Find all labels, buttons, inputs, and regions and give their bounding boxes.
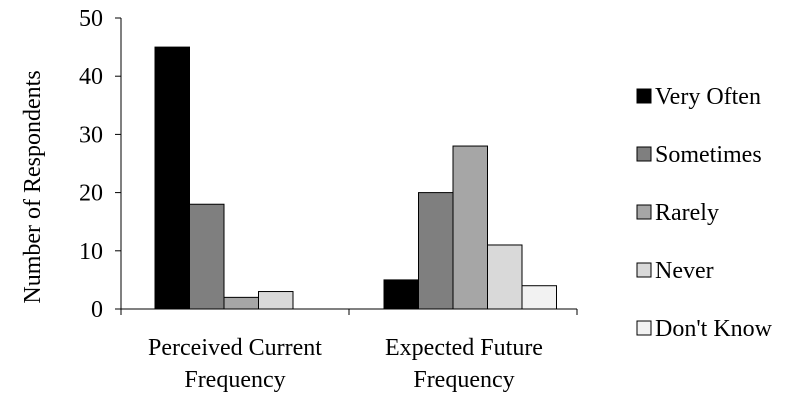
bar-very-often-0: [154, 46, 190, 310]
legend-swatch-don-t-know: [636, 320, 652, 336]
y-axis-title: Number of Respondents: [20, 70, 46, 303]
y-tick-label-20: 20: [79, 181, 103, 207]
bar-don-t-know-1: [521, 285, 557, 310]
legend-swatch-never: [636, 262, 652, 278]
legend-swatch-very-often: [636, 88, 652, 104]
legend-label-rarely: Rarely: [655, 200, 719, 226]
y-tick-label-40: 40: [79, 64, 103, 90]
axes-layer: 0 10 20 30 40 50 Perceived Current Frequency Exp…: [79, 6, 578, 393]
category-label-0-line-1: Frequency: [184, 367, 285, 393]
legend-label-sometimes: Sometimes: [655, 142, 762, 168]
category-label-1-line-0: Expected Future: [385, 335, 543, 361]
y-tick-label-10: 10: [79, 239, 103, 265]
bars-layer: [154, 46, 557, 310]
legend-label-very-often: Very Often: [655, 84, 761, 110]
y-tick-label-50: 50: [79, 6, 103, 32]
legend-label-never: Never: [655, 258, 714, 284]
bar-rarely-1: [452, 145, 488, 310]
category-label-0-line-0: Perceived Current: [148, 335, 322, 361]
category-label-1-line-1: Frequency: [413, 367, 514, 393]
legend: Very Often Sometimes Rarely Never Don't Know: [636, 84, 773, 342]
bar-never-1: [487, 244, 523, 310]
bar-sometimes-0: [189, 203, 225, 310]
bar-never-0: [258, 291, 294, 310]
bar-very-often-1: [383, 279, 419, 310]
y-tick-label-0: 0: [91, 297, 103, 323]
legend-label-don-t-know: Don't Know: [655, 316, 773, 342]
bar-sometimes-1: [418, 192, 454, 310]
legend-swatch-rarely: [636, 204, 652, 220]
legend-swatch-sometimes: [636, 146, 652, 162]
bar-rarely-0: [223, 296, 259, 310]
y-tick-label-30: 30: [79, 122, 103, 148]
